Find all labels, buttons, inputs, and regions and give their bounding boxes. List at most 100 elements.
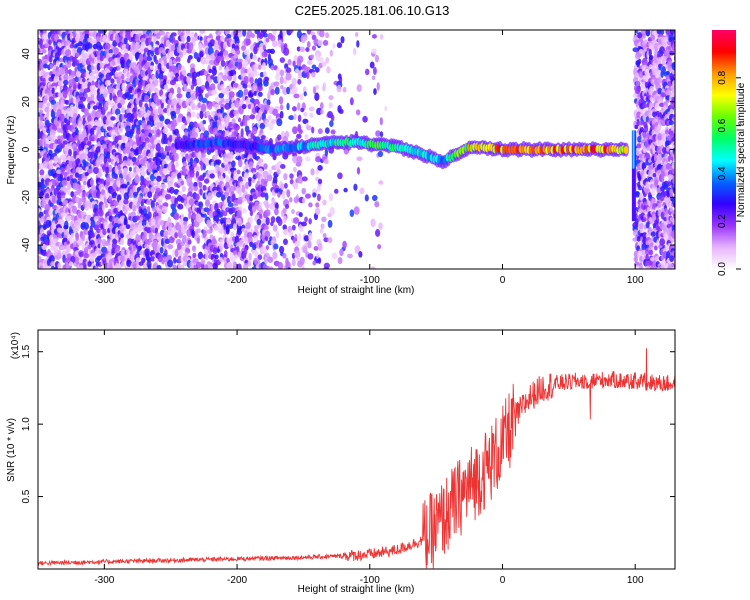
noise-blob <box>218 175 224 182</box>
noise-blob <box>150 50 155 57</box>
noise-blob <box>48 254 55 264</box>
noise-blob <box>39 261 44 267</box>
noise-blob <box>208 68 213 74</box>
noise-blob <box>267 256 274 263</box>
noise-blob <box>120 227 124 236</box>
noise-blob <box>275 230 280 239</box>
noise-blob <box>202 184 207 191</box>
noise-blob <box>293 217 300 224</box>
noise-blob <box>57 176 63 182</box>
noise-blob <box>271 40 278 48</box>
noise-blob <box>39 169 45 176</box>
noise-blob <box>220 35 225 42</box>
noise-blob <box>138 147 142 155</box>
noise-blob <box>317 178 323 184</box>
noise-blob <box>355 109 361 116</box>
noise-blob <box>93 166 100 175</box>
noise-blob <box>283 47 290 56</box>
noise-blob <box>237 117 242 123</box>
spectrogram-x-tick-label: -200 <box>227 275 247 286</box>
noise-blob <box>237 63 242 70</box>
noise-blob <box>39 265 44 269</box>
noise-blob <box>379 33 384 40</box>
noise-blob <box>242 198 246 203</box>
noise-blob <box>64 99 70 105</box>
noise-blob <box>349 209 355 217</box>
noise-blob <box>140 135 146 142</box>
noise-blob <box>220 60 226 67</box>
noise-blob <box>219 243 224 252</box>
snr-y-tick-label: 1.5 <box>21 344 32 358</box>
noise-blob <box>306 40 311 48</box>
noise-blob <box>293 113 297 121</box>
noise-blob <box>285 72 292 81</box>
noise-blob <box>66 240 71 246</box>
noise-blob <box>123 208 128 215</box>
noise-blob <box>248 178 252 187</box>
snr-x-axis-label: Height of straight line (km) <box>298 584 415 595</box>
noise-blob <box>274 208 279 216</box>
noise-blob <box>83 253 90 259</box>
noise-blob <box>311 126 315 134</box>
noise-blob <box>223 43 227 50</box>
noise-blob <box>194 132 199 138</box>
noise-blob <box>99 87 104 96</box>
noise-blob <box>236 169 241 175</box>
noise-blob <box>50 110 56 119</box>
noise-blob <box>168 134 173 143</box>
noise-blob <box>51 87 55 94</box>
noise-blob <box>270 216 276 224</box>
noise-blob <box>77 41 84 47</box>
colorbar-tick-label: 0.4 <box>717 166 728 180</box>
noise-blob <box>298 233 302 242</box>
signal-spike-core <box>632 130 635 169</box>
noise-blob <box>243 172 249 179</box>
noise-blob <box>103 249 109 255</box>
noise-blob <box>43 96 48 105</box>
noise-blob <box>298 212 303 218</box>
noise-blob <box>291 77 297 87</box>
noise-blob <box>50 260 55 268</box>
noise-blob <box>264 236 269 242</box>
noise-blob <box>300 107 305 113</box>
noise-blob <box>123 218 128 227</box>
noise-blob <box>306 71 310 79</box>
noise-blob <box>283 228 288 236</box>
noise-blob <box>265 245 270 250</box>
noise-blob <box>69 104 74 112</box>
noise-blob <box>132 228 137 234</box>
noise-blob <box>635 86 641 94</box>
colorbar-tick-label: 0.8 <box>717 70 728 84</box>
noise-blob <box>91 136 95 142</box>
noise-blob <box>87 244 92 250</box>
noise-blob <box>63 73 69 82</box>
noise-blob <box>175 161 179 168</box>
noise-blob <box>215 55 221 64</box>
noise-blob <box>292 106 297 112</box>
noise-blob <box>62 90 68 99</box>
noise-blob <box>320 109 324 115</box>
noise-blob <box>87 114 92 123</box>
noise-blob <box>101 203 106 211</box>
noise-blob <box>231 160 236 168</box>
noise-blob <box>261 62 267 71</box>
noise-blob <box>38 125 44 130</box>
noise-blob <box>235 113 239 120</box>
noise-blob <box>213 225 219 231</box>
noise-blob <box>374 54 379 63</box>
noise-blob <box>111 67 116 76</box>
noise-blob <box>134 175 141 184</box>
noise-blob <box>218 65 223 71</box>
noise-blob <box>132 205 137 212</box>
noise-blob <box>63 187 69 193</box>
noise-blob <box>86 42 93 51</box>
noise-blob <box>132 244 137 252</box>
noise-blob <box>196 112 200 120</box>
noise-blob <box>258 85 263 92</box>
noise-blob <box>206 229 213 234</box>
noise-blob <box>40 216 45 223</box>
noise-blob <box>66 190 72 195</box>
noise-blob <box>138 48 142 54</box>
noise-blob <box>84 148 88 154</box>
